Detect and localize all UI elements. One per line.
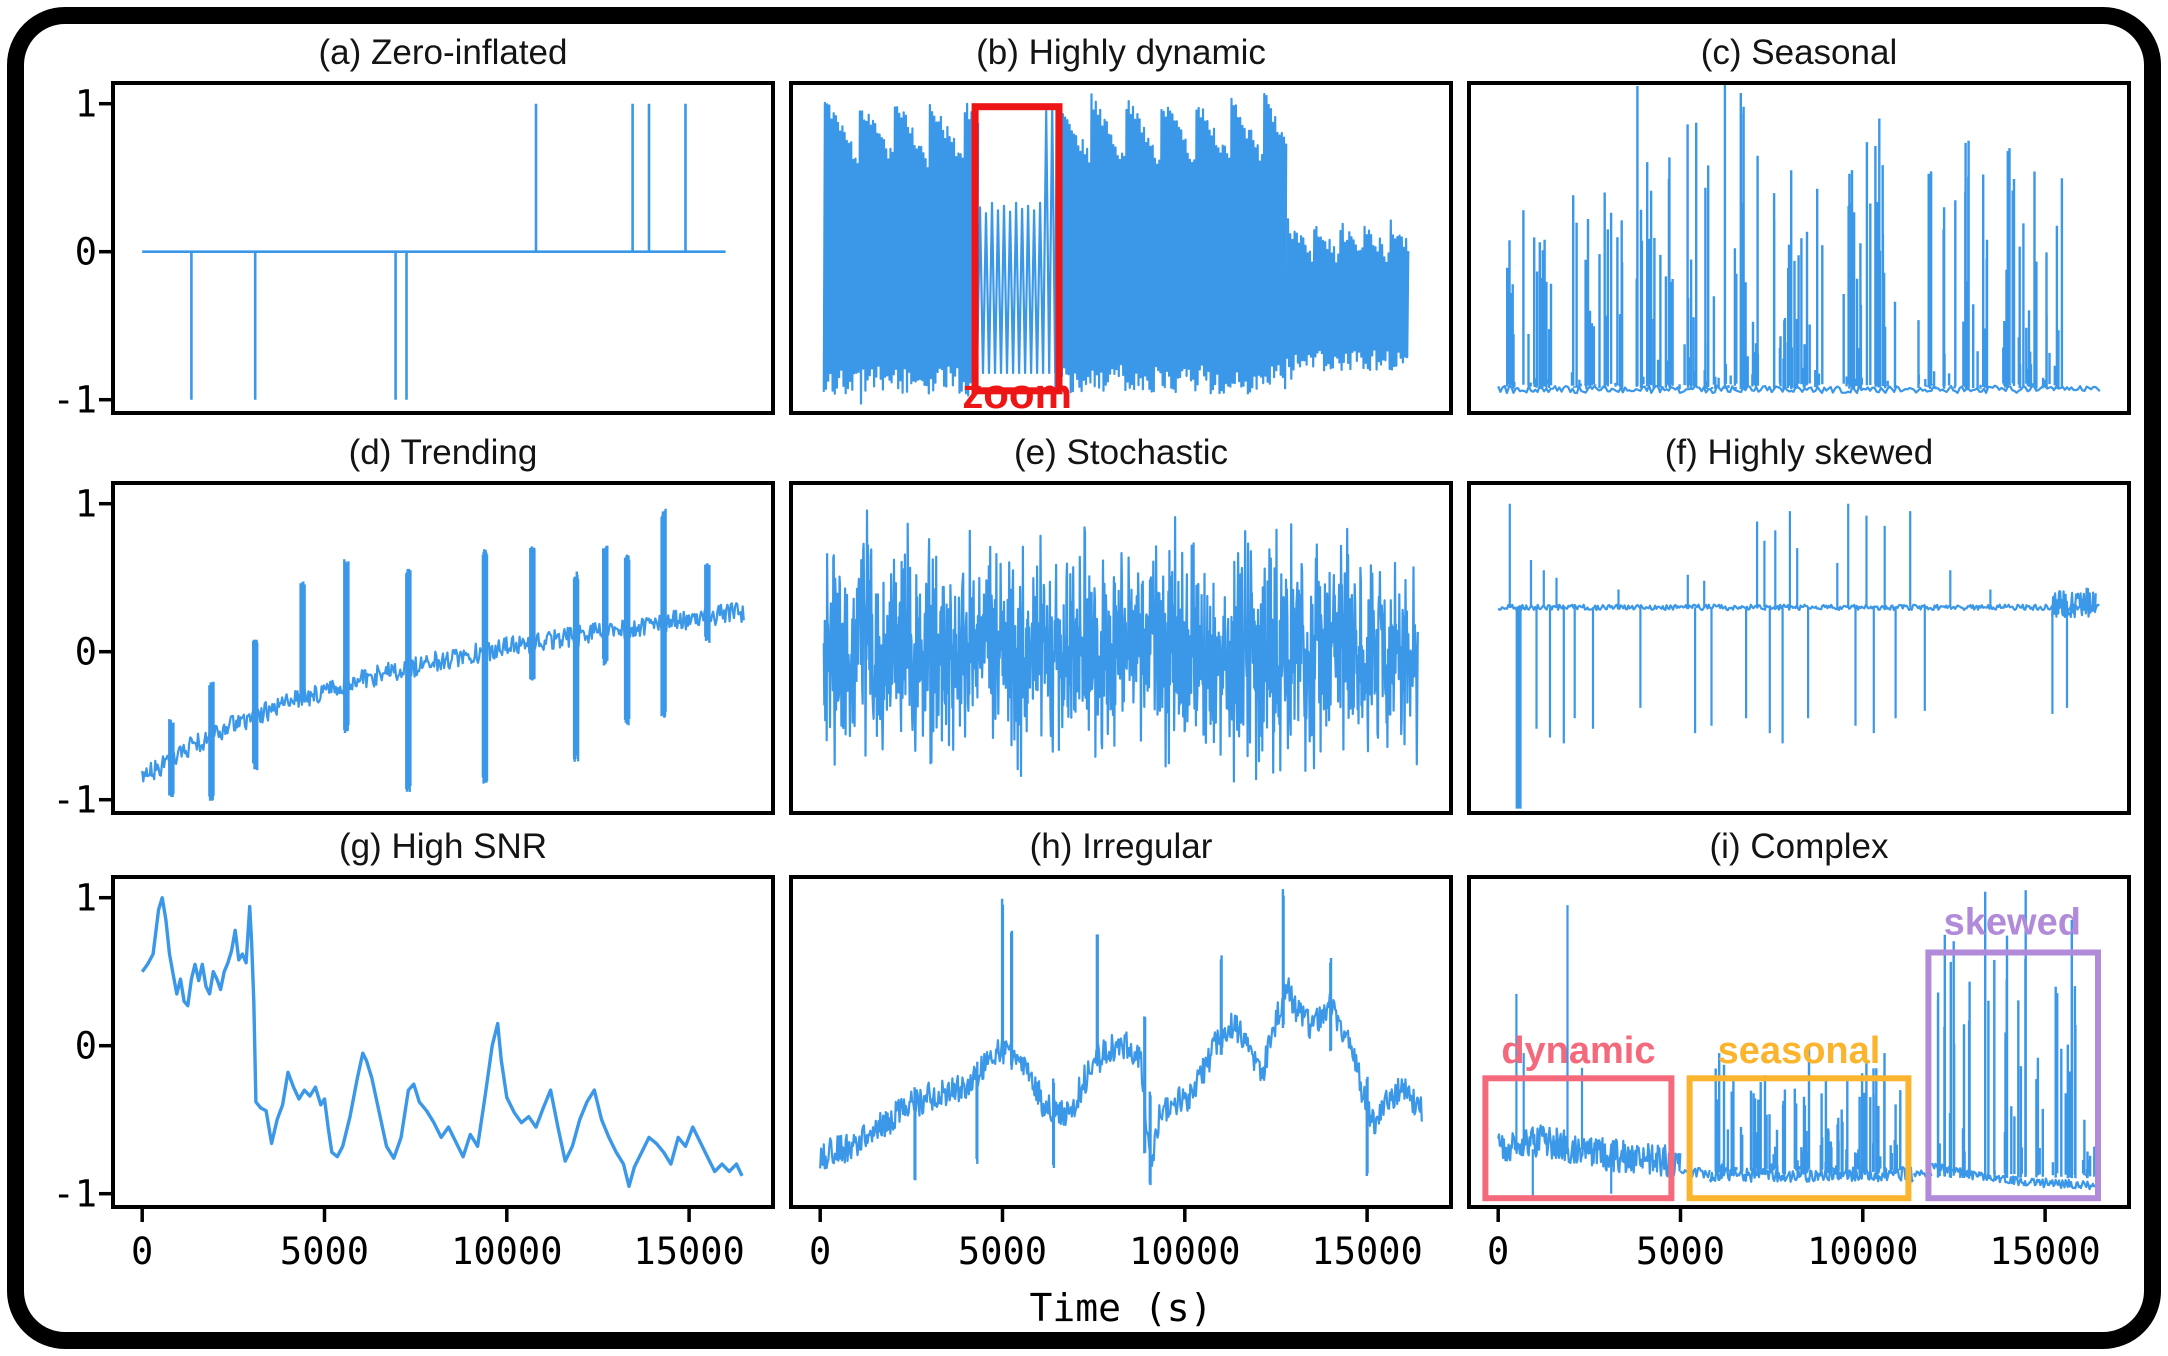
panel-complex: (i) Complex dynamic seasonal skewed 0 5000 1… xyxy=(1467,822,2131,1273)
series-line xyxy=(1515,905,1613,1197)
panel-highly-dynamic: (b) Highly dynamic zoom xyxy=(789,28,1453,417)
series-line xyxy=(913,889,1369,1186)
x-axis-labels: 0 5000 10000 15000 xyxy=(1469,1230,2129,1280)
plot-border xyxy=(1467,81,2131,415)
y-tick-label: 0 xyxy=(74,630,97,674)
plot-f xyxy=(1467,481,2131,815)
series-line xyxy=(1054,92,1288,395)
series-line xyxy=(1497,1124,1682,1178)
panel-high-snr: (g) High SNR 1 0 -1 0 5000 10000 15000 xyxy=(52,822,775,1273)
panel-seasonal: (c) Seasonal xyxy=(1467,28,2131,415)
panel-title: (e) Stochastic xyxy=(1014,433,1228,472)
x-axis-title: Time (s) xyxy=(1029,1286,1213,1330)
y-tick-label: 0 xyxy=(74,1024,97,1068)
series-line xyxy=(1708,1166,1915,1183)
x-tick-label: 0 xyxy=(1487,1230,1510,1273)
annotation-label: dynamic xyxy=(1501,1030,1655,1072)
series-line xyxy=(2051,587,2097,619)
x-tick-label: 15000 xyxy=(1989,1230,2101,1273)
panel-title: (f) Highly skewed xyxy=(1664,433,1934,472)
panel-title: (c) Seasonal xyxy=(1700,33,1898,72)
panel-title: (h) Irregular xyxy=(1029,827,1213,866)
x-tick-label: 15000 xyxy=(633,1230,745,1273)
panel-title: (b) Highly dynamic xyxy=(976,33,1266,72)
x-tick-label: 10000 xyxy=(1807,1230,1919,1273)
plot-border xyxy=(789,481,1453,815)
annotation-box xyxy=(1686,1075,1912,1202)
plot-h xyxy=(789,875,1453,1222)
series-line xyxy=(140,896,744,1188)
y-tick-label: 0 xyxy=(74,230,97,274)
series-line xyxy=(1714,1045,1910,1175)
series-line xyxy=(1497,603,2100,612)
plot-e xyxy=(789,481,1453,815)
annotation-label: skewed xyxy=(1944,901,2081,943)
x-axis-labels: 0 5000 10000 15000 xyxy=(113,1230,773,1280)
x-tick-label: 10000 xyxy=(1129,1230,1241,1273)
panel-title: (g) High SNR xyxy=(338,827,548,866)
plot-a xyxy=(99,81,775,415)
plot-g xyxy=(99,875,775,1222)
x-tick-label: 10000 xyxy=(451,1230,563,1273)
series-line xyxy=(822,101,980,405)
series-line xyxy=(1506,81,2064,390)
series-line xyxy=(1497,384,2101,395)
series-line xyxy=(819,977,1423,1170)
panel-highly-skewed: (f) Highly skewed xyxy=(1467,428,2131,815)
series-line xyxy=(1679,1167,1711,1179)
series-line xyxy=(1508,503,2069,744)
x-tick-label: 0 xyxy=(809,1230,832,1273)
panel-stochastic: (e) Stochastic xyxy=(789,428,1453,815)
x-tick-label: 5000 xyxy=(279,1230,370,1273)
annotation-label: seasonal xyxy=(1718,1030,1881,1072)
plot-i: dynamic seasonal skewed xyxy=(1467,875,2131,1222)
annotation-box xyxy=(1482,1075,1675,1202)
plot-border xyxy=(111,481,775,815)
panel-zero-inflated: (a) Zero-inflated 1 0 -1 xyxy=(52,28,775,421)
series-line xyxy=(822,509,1419,783)
x-axis-labels: 0 5000 10000 15000 xyxy=(791,1230,1451,1280)
annotation-box xyxy=(1925,949,2101,1202)
y-tick-label: 1 xyxy=(74,876,97,920)
plot-border xyxy=(789,875,1453,1209)
plot-border xyxy=(789,81,1453,415)
x-tick-label: 5000 xyxy=(1635,1230,1726,1273)
panel-irregular: (h) Irregular 0 5000 10000 15000 xyxy=(789,822,1453,1273)
plot-border xyxy=(1467,875,2131,1209)
x-tick-label: 5000 xyxy=(957,1230,1048,1273)
annotation-box xyxy=(971,103,1063,395)
series-line xyxy=(190,103,687,400)
series-line xyxy=(141,602,745,783)
series-line xyxy=(1936,890,2096,1179)
series-line xyxy=(168,508,711,801)
annotation-label: zoom xyxy=(962,370,1072,417)
y-tick-label: -1 xyxy=(52,378,97,422)
y-tick-label: 1 xyxy=(74,82,97,126)
panel-title: (i) Complex xyxy=(1709,827,1889,866)
y-tick-label: 1 xyxy=(74,482,97,526)
plot-d xyxy=(99,481,775,815)
plot-border xyxy=(111,875,775,1209)
series-line xyxy=(975,105,1057,375)
panel-trending: (d) Trending 1 0 -1 xyxy=(52,428,775,821)
panel-title: (d) Trending xyxy=(348,433,538,472)
plot-border xyxy=(111,81,775,415)
plot-border xyxy=(1467,481,2131,815)
plot-b: zoom xyxy=(789,81,1453,417)
y-tick-label: -1 xyxy=(52,778,97,822)
series-line xyxy=(1285,218,1410,380)
panel-title: (a) Zero-inflated xyxy=(318,33,568,72)
plot-c xyxy=(1467,81,2131,415)
y-tick-label: -1 xyxy=(52,1172,97,1216)
x-tick-label: 0 xyxy=(131,1230,154,1273)
x-tick-label: 15000 xyxy=(1311,1230,1423,1273)
